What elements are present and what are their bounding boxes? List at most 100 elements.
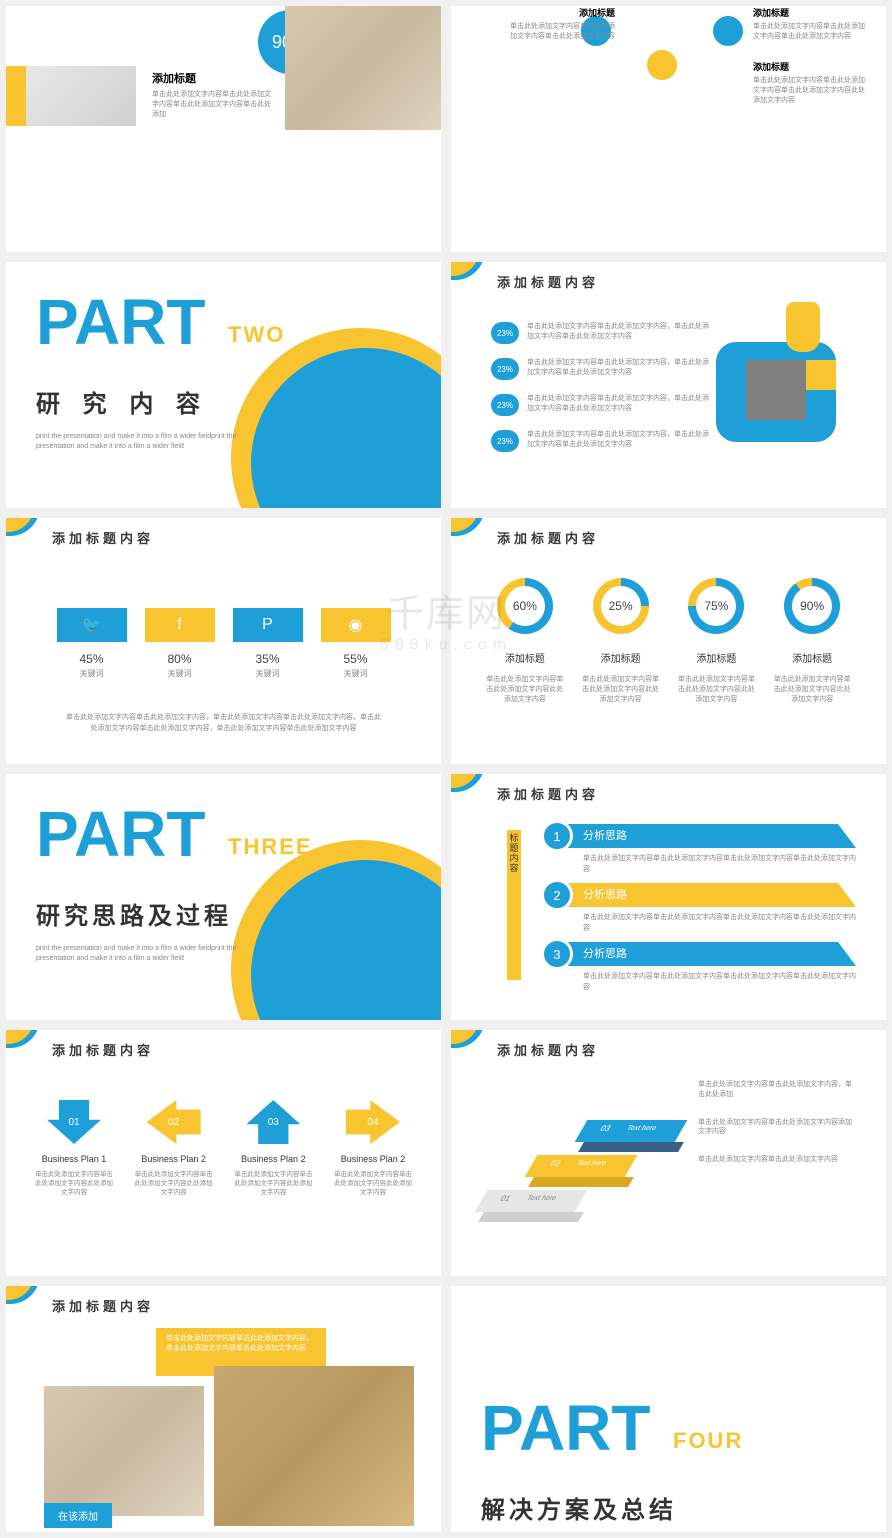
social-item: ◉ 55% 关键词 (321, 608, 391, 679)
donut-percent: 60% (513, 599, 537, 613)
arrow-left-icon: 02 (147, 1100, 201, 1144)
arrow-title: Business Plan 2 (132, 1154, 216, 1164)
donut-item: 60% 添加标题 单击此处添加文字内容单击此处添加文字内容此处添加文字内容 (485, 578, 565, 704)
arrow-item: 04 Business Plan 2 单击此处添加文字内容单击此处添加文字内容此… (331, 1100, 415, 1197)
piggy-icon (713, 16, 743, 46)
quad-desc: 单击此处添加文字内容单击此处添加文字内容单击此处添加文字内容此处添加文字内容 (753, 76, 869, 105)
donut-title: 添加标题 (676, 650, 756, 665)
donut-desc: 单击此处添加文字内容单击此处添加文字内容此处添加文字内容 (581, 675, 661, 704)
part-label: PART (36, 802, 205, 866)
iso-level-label: Text here (575, 1160, 608, 1167)
pig-illustration (706, 302, 856, 452)
corner-decoration (451, 262, 493, 284)
percent-text: 单击此处添加文字内容单击此处添加文字内容，单击此处添加文字内容单击此处添加文字内… (527, 322, 711, 342)
arrow-up-icon: 03 (246, 1100, 300, 1144)
slide-title: 添加标题内容 (52, 528, 154, 547)
donut-item: 75% 添加标题 单击此处添加文字内容单击此处添加文字内容此处添加文字内容 (676, 578, 756, 704)
iso-text-block: 单击此处添加文字内容单击此处添加文字内容添加文字内容 (698, 1118, 858, 1138)
percent-list: 23% 单击此处添加文字内容单击此处添加文字内容，单击此处添加文字内容单击此处添… (491, 322, 711, 466)
quad-item: 添加标题 单击此处添加文字内容单击此处添加文字内容单击此处添加文字内容此处添加文… (753, 60, 869, 105)
percent-text: 单击此处添加文字内容单击此处添加文字内容，单击此处添加文字内容单击此处添加文字内… (527, 430, 711, 450)
corner-decoration (451, 518, 493, 540)
slide-arrows: 添加标题内容 01 Business Plan 1 单击此处添加文字内容单击此处… (6, 1030, 441, 1276)
iso-text: 单击此处添加文字内容单击此处添加文字内容，单击此处添加 (698, 1080, 858, 1100)
photo-right (214, 1366, 414, 1526)
social-keyword: 关键词 (57, 668, 127, 679)
donut-chart: 75% (688, 578, 744, 634)
percent-row: 23% 单击此处添加文字内容单击此处添加文字内容，单击此处添加文字内容单击此处添… (491, 358, 711, 380)
photo-desk (26, 66, 136, 126)
social-percent: 35% (233, 652, 303, 666)
iso-text-block: 单击此处添加文字内容单击此处添加文字内容 (698, 1155, 858, 1165)
slide-title: 添加标题内容 (52, 1296, 154, 1315)
social-desc: 单击此处添加文字内容单击此处添加文字内容，单击此处添加文字内容单击此处添加文字内… (66, 712, 381, 734)
slide-part-three: PART THREE 研究思路及过程 print the presentatio… (6, 774, 441, 1020)
yellow-box-text: 单击此处添加文字内容单击此处添加文字内容，单击此处添加文字内容单击此处添加文字内… (166, 1334, 316, 1354)
part-number: TWO (228, 322, 285, 348)
social-percent: 45% (57, 652, 127, 666)
hand-icon (786, 302, 820, 352)
slide-icon-quad: 添加标题 单击此处添加文字内容单击此处添加文字内容单击此处添加文字内容 添加标题… (451, 6, 886, 252)
puzzle-yellow (806, 360, 836, 390)
iso-level-side (578, 1142, 684, 1152)
iso-text: 单击此处添加文字内容单击此处添加文字内容添加文字内容 (698, 1118, 858, 1138)
donut-percent: 25% (609, 599, 633, 613)
arrow-item: 02 Business Plan 2 单击此处添加文字内容单击此处添加文字内容此… (132, 1100, 216, 1197)
social-keyword: 关键词 (145, 668, 215, 679)
arrow-title: Business Plan 1 (32, 1154, 116, 1164)
slide-image-layout: 添加标题内容 单击此处添加文字内容单击此处添加文字内容，单击此处添加文字内容单击… (6, 1286, 441, 1532)
percent-text: 单击此处添加文字内容单击此处添加文字内容，单击此处添加文字内容单击此处添加文字内… (527, 394, 711, 414)
percent-row: 23% 单击此处添加文字内容单击此处添加文字内容，单击此处添加文字内容单击此处添… (491, 430, 711, 452)
corner-decoration (6, 1286, 48, 1308)
slide-percent-bullets: 添加标题内容 23% 单击此处添加文字内容单击此处添加文字内容，单击此处添加文字… (451, 262, 886, 508)
step-number: 1 (541, 820, 573, 852)
donut-chart: 90% (784, 578, 840, 634)
donut-title: 添加标题 (772, 650, 852, 665)
part-chinese: 解决方案及总结 (481, 1490, 677, 1525)
slide-title: 添加标题内容 (497, 528, 599, 547)
donut-desc: 单击此处添加文字内容单击此处添加文字内容此处添加文字内容 (772, 675, 852, 704)
slide-percent-image: 90% 添加标题 单击此处添加文字内容单击此处添加文字内容单击此处添加文字内容单… (6, 6, 441, 252)
corner-decoration (6, 1030, 48, 1052)
iso-level-side (528, 1177, 634, 1187)
step-bar: 分析思路 (557, 942, 856, 966)
vertical-label: 标题内容 (507, 834, 521, 874)
step-desc: 单击此处添加文字内容单击此处添加文字内容单击此处添加文字内容单击此处添加文字内容 (583, 854, 856, 875)
corner-decoration (6, 518, 48, 540)
arrow-item: 03 Business Plan 2 单击此处添加文字内容单击此处添加文字内容此… (231, 1100, 315, 1197)
step-desc: 单击此处添加文字内容单击此处添加文字内容单击此处添加文字内容单击此处添加文字内容 (583, 972, 856, 993)
part-chinese: 研 究 内 容 (36, 384, 208, 419)
quad-desc: 单击此处添加文字内容单击此处添加文字内容单击此处添加文字内容 (509, 22, 615, 42)
percent-badge: 23% (491, 430, 519, 452)
social-percent: 80% (145, 652, 215, 666)
handshake-icon (647, 50, 677, 80)
donut-desc: 单击此处添加文字内容单击此处添加文字内容此处添加文字内容 (485, 675, 565, 704)
photo-book (285, 6, 441, 130)
caption-box: 在该添加 (44, 1503, 112, 1528)
iso-level-label: Text here (625, 1125, 658, 1132)
analysis-step: 分析思路 1 单击此处添加文字内容单击此处添加文字内容单击此处添加文字内容单击此… (541, 824, 856, 875)
part-label: PART (36, 290, 205, 354)
percent-badge: 23% (491, 394, 519, 416)
arrow-right-icon: 04 (346, 1100, 400, 1144)
arrow-down-icon: 01 (47, 1100, 101, 1144)
percent-text: 单击此处添加文字内容单击此处添加文字内容，单击此处添加文字内容单击此处添加文字内… (527, 358, 711, 378)
twitter-icon: 🐦 (57, 608, 127, 642)
text-desc: 单击此处添加文字内容单击此处添加文字内容单击此处添加文字内容单击此处添加 (152, 90, 272, 119)
quad-desc: 单击此处添加文字内容单击此处添加文字内容单击此处添加文字内容 (753, 22, 869, 42)
donut-chart: 60% (497, 578, 553, 634)
donut-percent: 90% (800, 599, 824, 613)
slide-title: 添加标题内容 (497, 272, 599, 291)
slide-iso-steps: 添加标题内容 01 Text here 02 Text here 03 Text… (451, 1030, 886, 1276)
step-number: 3 (541, 938, 573, 970)
photo-left (44, 1386, 204, 1516)
facebook-icon: f (145, 608, 215, 642)
percent-badge: 23% (491, 322, 519, 344)
slide-social-stats: 添加标题内容 🐦 45% 关键词 f 80% 关键词 P 35% 关键词 ◉ 5… (6, 518, 441, 764)
social-row: 🐦 45% 关键词 f 80% 关键词 P 35% 关键词 ◉ 55% 关键词 (6, 608, 441, 679)
step-desc: 单击此处添加文字内容单击此处添加文字内容单击此处添加文字内容单击此处添加文字内容 (583, 913, 856, 934)
quad-item: 添加标题 单击此处添加文字内容单击此处添加文字内容单击此处添加文字内容 (509, 6, 615, 42)
part-label: PART (481, 1396, 650, 1460)
slide-title: 添加标题内容 (497, 784, 599, 803)
slide-donut-charts: 添加标题内容 60% 添加标题 单击此处添加文字内容单击此处添加文字内容此处添加… (451, 518, 886, 764)
